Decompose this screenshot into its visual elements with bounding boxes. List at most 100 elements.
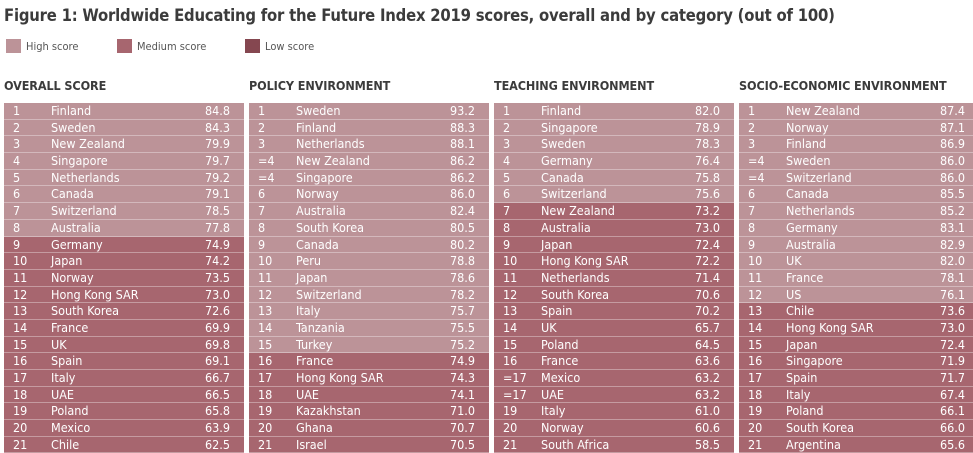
rank-cell: 20	[503, 420, 518, 436]
table-row: 20 Mexico 63.9	[4, 420, 244, 437]
rank-cell: 6	[503, 186, 511, 202]
table-row: 12 Switzerland 78.2	[249, 286, 489, 304]
table-row: 14 Hong Kong SAR 73.0	[739, 319, 973, 337]
table-title: OVERALL SCORE	[4, 78, 107, 93]
country-cell: Japan	[541, 236, 573, 252]
rank-cell: 15	[258, 336, 273, 352]
table-row: 19 Poland 66.1	[739, 403, 973, 421]
score-cell: 78.1	[939, 269, 965, 285]
score-cell: 80.5	[449, 219, 475, 235]
country-cell: Japan	[296, 269, 328, 285]
rank-cell: 10	[13, 253, 28, 269]
country-cell: Sweden	[296, 103, 341, 118]
country-cell: Tanzania	[296, 319, 345, 335]
country-cell: New Zealand	[786, 103, 860, 118]
country-cell: Sweden	[786, 153, 831, 169]
score-cell: 88.3	[449, 119, 475, 135]
country-cell: South Korea	[51, 303, 120, 319]
rank-cell: 14	[748, 319, 763, 335]
score-cell: 83.1	[939, 219, 965, 235]
table-title: SOCIO-ECONOMIC ENVIRONMENT	[739, 78, 947, 93]
score-cell: 82.0	[694, 103, 720, 118]
score-cell: 87.1	[939, 119, 965, 135]
score-cell: 79.1	[204, 186, 230, 202]
country-cell: Chile	[51, 436, 80, 452]
country-cell: Finland	[541, 103, 582, 118]
rank-cell: 15	[748, 336, 763, 352]
table-row: 16 Spain 69.1	[4, 353, 244, 370]
country-cell: Norway	[786, 119, 829, 135]
country-cell: New Zealand	[541, 203, 615, 219]
rank-cell: 12	[748, 286, 763, 302]
score-cell: 75.5	[449, 319, 475, 335]
table-title: POLICY ENVIRONMENT	[249, 78, 391, 93]
rank-cell: 3	[258, 136, 266, 152]
country-cell: Australia	[51, 219, 101, 235]
table-row: =17 Mexico 63.2	[494, 370, 734, 387]
country-cell: Poland	[51, 403, 89, 419]
rank-cell: =17	[503, 370, 527, 385]
country-cell: Turkey	[296, 336, 333, 352]
rank-cell: 3	[503, 136, 511, 152]
rank-cell: =4	[748, 169, 765, 185]
country-cell: Argentina	[786, 436, 841, 452]
score-cell: 75.7	[449, 303, 475, 319]
country-cell: New Zealand	[51, 136, 125, 152]
rank-cell: 13	[13, 303, 28, 319]
rank-cell: 6	[748, 186, 756, 202]
legend-swatch-high	[6, 39, 21, 53]
country-cell: Switzerland	[786, 169, 852, 185]
country-cell: Spain	[51, 353, 83, 369]
country-cell: Norway	[296, 186, 339, 202]
country-cell: Germany	[51, 236, 103, 252]
score-cell: 77.8	[204, 219, 230, 235]
table-row: 15 Turkey 75.2	[249, 336, 489, 354]
score-cell: 63.9	[204, 420, 230, 436]
country-cell: UK	[786, 253, 802, 269]
table-row: 11 Japan 78.6	[249, 269, 489, 287]
score-cell: 72.4	[694, 236, 720, 252]
country-cell: UAE	[296, 386, 320, 402]
table-row: 13 Chile 73.6	[739, 303, 973, 320]
table-row: 11 France 78.1	[739, 269, 973, 287]
rank-cell: 19	[13, 403, 28, 419]
rank-cell: 21	[748, 436, 763, 452]
country-cell: Canada	[296, 236, 339, 252]
country-cell: Mexico	[541, 370, 581, 385]
table-row: 20 Ghana 70.7	[249, 420, 489, 437]
rank-cell: 14	[258, 319, 273, 335]
rank-cell: 2	[258, 119, 266, 135]
country-cell: Singapore	[541, 119, 598, 135]
table-rows: 1 Finland 82.0 2 Singapore 78.9 3 Sweden 78.3 4 Ge…	[494, 103, 734, 453]
score-cell: 82.4	[449, 203, 475, 219]
rank-cell: 8	[748, 219, 756, 235]
country-cell: Germany	[786, 219, 838, 235]
table-row: 8 Australia 77.8	[4, 219, 244, 237]
score-cell: 66.7	[204, 370, 230, 385]
table-row: 12 US 76.1	[739, 286, 973, 304]
table-row: 21 Argentina 65.6	[739, 436, 973, 453]
legend-item-medium: Medium score	[117, 39, 206, 53]
score-cell: 72.2	[694, 253, 720, 269]
country-cell: Hong Kong SAR	[786, 319, 874, 335]
country-cell: New Zealand	[296, 153, 370, 169]
score-cell: 73.2	[694, 203, 720, 219]
country-cell: Netherlands	[786, 203, 855, 219]
score-cell: 65.8	[204, 403, 230, 419]
score-cell: 73.0	[204, 286, 230, 302]
rank-cell: 18	[13, 386, 28, 402]
table-row: 15 UK 69.8	[4, 336, 244, 354]
country-cell: South Korea	[296, 219, 365, 235]
table-row: 1 Finland 82.0	[494, 103, 734, 120]
table-row: 7 Switzerland 78.5	[4, 203, 244, 220]
score-cell: 73.0	[939, 319, 965, 335]
table-row: 5 Netherlands 79.2	[4, 169, 244, 187]
rank-cell: 18	[258, 386, 273, 402]
rank-cell: 14	[503, 319, 518, 335]
legend-label-medium: Medium score	[137, 39, 207, 53]
table-row: 18 UAE 66.5	[4, 386, 244, 404]
legend-swatch-medium	[117, 39, 132, 53]
country-cell: Peru	[296, 253, 322, 269]
rank-cell: 7	[748, 203, 756, 219]
country-cell: UK	[541, 319, 557, 335]
